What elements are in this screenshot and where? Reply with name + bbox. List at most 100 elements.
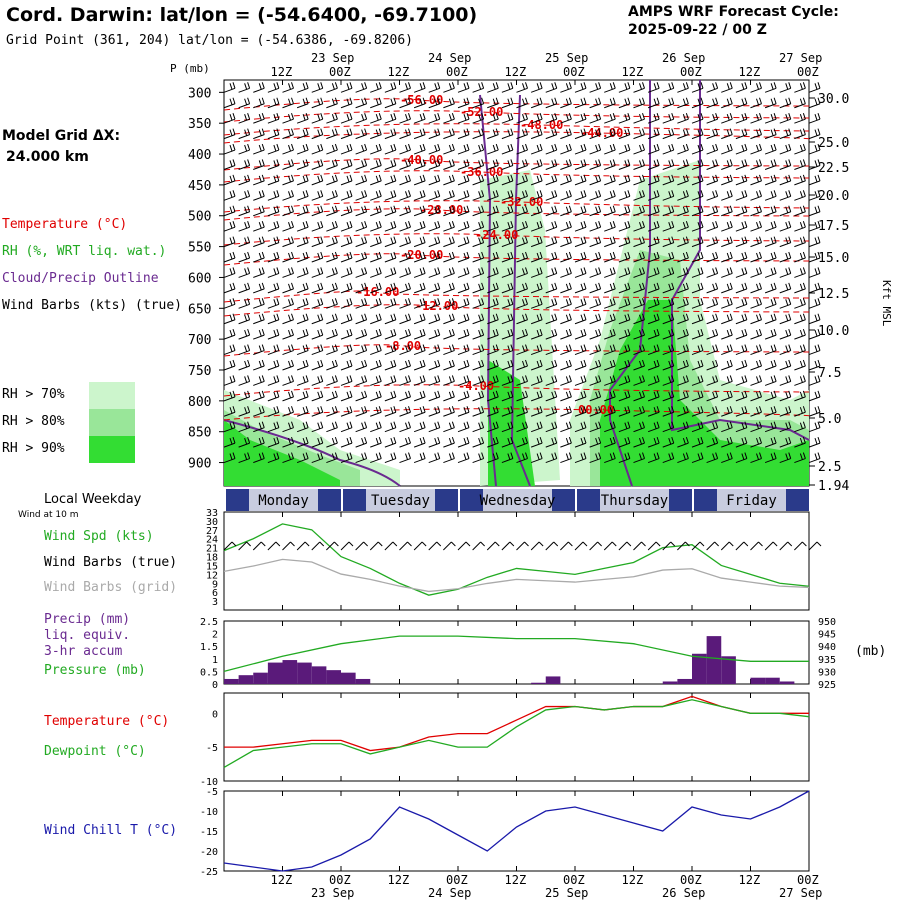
temperature-contour-label: -8.00 bbox=[385, 339, 421, 353]
wind-barb bbox=[735, 267, 748, 278]
wind-barb bbox=[662, 328, 675, 340]
wind-barb bbox=[735, 436, 748, 448]
surface-wind-barb bbox=[808, 541, 822, 551]
wind-barb bbox=[311, 128, 324, 140]
wind-barb bbox=[282, 82, 294, 93]
wind-barb bbox=[443, 113, 455, 124]
surface-wind-barb bbox=[267, 541, 281, 551]
wind-barb bbox=[633, 97, 645, 109]
wind-barb bbox=[487, 205, 499, 217]
wind-speed-panel-ytick-label: 3 bbox=[212, 597, 218, 608]
wind-barb bbox=[721, 328, 733, 340]
pressure-ytick-label: 935 bbox=[818, 655, 836, 666]
wind-barb bbox=[516, 113, 528, 124]
wind-barb bbox=[677, 113, 689, 124]
wind-barb bbox=[355, 390, 368, 402]
wind-barb bbox=[355, 359, 368, 371]
surface-wind-barb bbox=[311, 541, 325, 551]
precip-bar bbox=[545, 676, 561, 684]
wind-barb bbox=[808, 436, 821, 448]
wind-barb bbox=[428, 128, 441, 140]
temperature-panel-frame bbox=[223, 692, 810, 782]
wind-barb bbox=[706, 97, 719, 109]
wind-barb bbox=[647, 421, 660, 433]
wind-barb bbox=[267, 298, 280, 309]
bottom-hour-label: 00Z bbox=[446, 873, 468, 887]
top-date-label: 25 Sep bbox=[545, 51, 588, 65]
temperature-contour bbox=[223, 158, 810, 171]
wind-barb bbox=[267, 159, 280, 170]
wind-barb bbox=[413, 298, 426, 309]
wind-barb bbox=[472, 452, 485, 464]
wind-barb bbox=[647, 113, 660, 124]
wind-barb bbox=[428, 221, 441, 232]
wind-barb bbox=[706, 221, 719, 232]
wind-barb bbox=[735, 205, 748, 217]
wind-barb bbox=[604, 436, 616, 448]
wind-barb bbox=[340, 313, 353, 325]
wind-barb bbox=[311, 359, 324, 371]
wind-barb bbox=[750, 282, 762, 294]
wind-barb bbox=[530, 359, 543, 371]
wind-barb bbox=[370, 221, 382, 232]
wind-barb bbox=[764, 421, 777, 433]
wind-barb bbox=[413, 406, 426, 417]
wind-barb bbox=[633, 143, 645, 155]
wind-barb bbox=[501, 251, 514, 263]
wind-barb bbox=[253, 159, 265, 170]
precip-bar bbox=[677, 678, 692, 684]
wind-barb bbox=[764, 359, 777, 371]
wind-barb bbox=[574, 236, 587, 248]
wind-barb bbox=[399, 436, 411, 448]
wind-barb bbox=[677, 128, 689, 140]
surface-wind-barb bbox=[282, 541, 295, 551]
precip-bar bbox=[224, 678, 239, 684]
surface-wind-barb bbox=[764, 541, 778, 551]
wind-barb bbox=[326, 97, 338, 109]
temperature-panel-label: Temperature (°C) bbox=[44, 714, 170, 729]
wind-barb bbox=[735, 390, 748, 402]
wind-barb bbox=[647, 452, 660, 464]
pressure-tick-label: 600 bbox=[188, 271, 211, 286]
wind-barb bbox=[794, 298, 806, 309]
wind-barb bbox=[340, 452, 353, 464]
wind-barb bbox=[443, 174, 455, 186]
wind-barb bbox=[223, 390, 236, 402]
wind-barb bbox=[384, 251, 397, 263]
wind-barb bbox=[589, 251, 602, 263]
wind-barb bbox=[545, 174, 558, 186]
weekday-band-light bbox=[366, 489, 435, 511]
wind-barbs-grid-label: Wind Barbs (grid) bbox=[44, 580, 178, 595]
wind-barb bbox=[253, 406, 265, 417]
wind-barb bbox=[706, 421, 719, 433]
wind-barb bbox=[267, 205, 280, 217]
wind-barb bbox=[267, 282, 280, 294]
wind-barb bbox=[721, 236, 733, 248]
wind-barb bbox=[779, 205, 792, 217]
windchill-line bbox=[223, 790, 810, 872]
wind-barb bbox=[238, 143, 251, 155]
wind-barb bbox=[618, 159, 631, 170]
wind-barb bbox=[589, 375, 602, 386]
wind-barb bbox=[677, 390, 689, 402]
precip-bar bbox=[282, 660, 298, 684]
wind-barb bbox=[691, 143, 704, 155]
wind-barb bbox=[238, 344, 251, 356]
wind-barb bbox=[779, 267, 792, 278]
wind-barb bbox=[487, 236, 499, 248]
wind-barb bbox=[457, 436, 470, 448]
wind-barb bbox=[296, 113, 309, 124]
wind-barb bbox=[808, 406, 821, 417]
wind-barb bbox=[706, 190, 719, 201]
wind-barb bbox=[487, 406, 499, 417]
wind-barb bbox=[340, 298, 353, 309]
rh90-area-left bbox=[224, 420, 340, 486]
wind-barb bbox=[443, 436, 455, 448]
wind-barb bbox=[487, 82, 499, 93]
wind-barb bbox=[633, 344, 645, 356]
wind-barb bbox=[340, 436, 353, 448]
wind-barb bbox=[604, 421, 616, 433]
wind-barb bbox=[282, 344, 294, 356]
wind-barb bbox=[764, 128, 777, 140]
rh90-area-right bbox=[600, 300, 809, 486]
